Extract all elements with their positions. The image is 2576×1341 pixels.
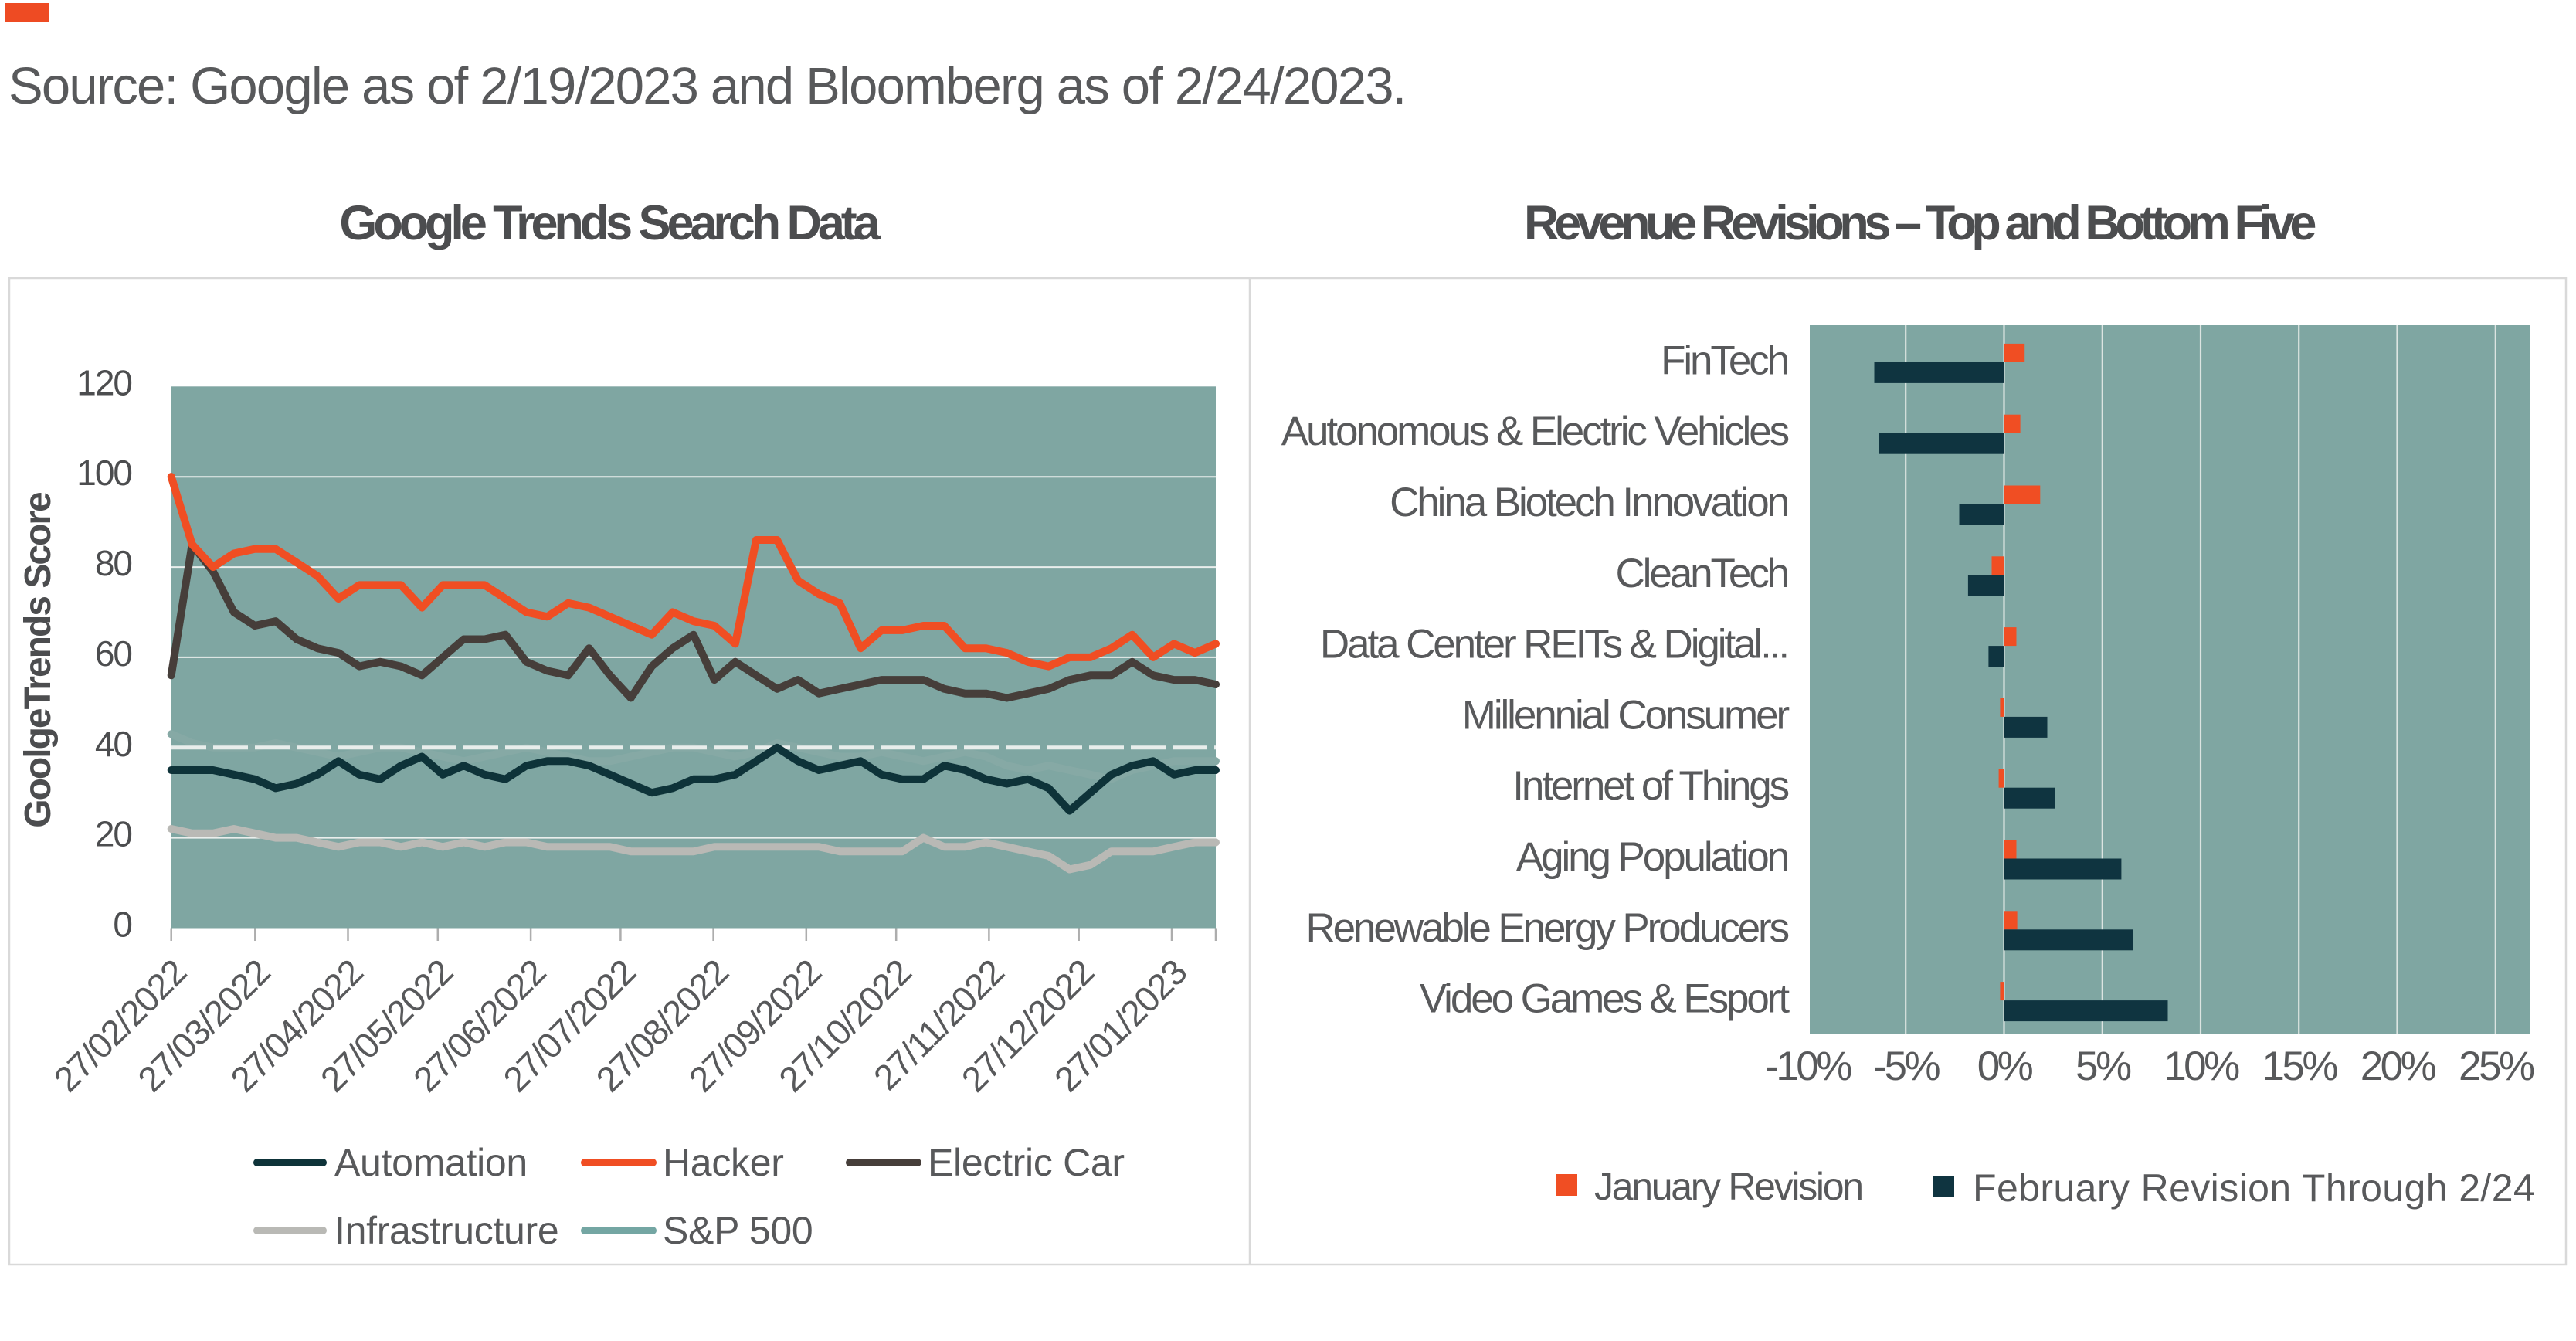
svg-text:10%: 10%	[2164, 1044, 2239, 1089]
svg-text:-5%: -5%	[1873, 1044, 1940, 1089]
svg-text:60: 60	[95, 633, 132, 674]
svg-text:0: 0	[113, 905, 131, 945]
svg-text:Source: Google as of 2/19/2023: Source: Google as of 2/19/2023 and Bloom…	[8, 57, 1406, 115]
svg-text:January Revision: January Revision	[1594, 1165, 1862, 1208]
svg-text:FinTech: FinTech	[1661, 338, 1788, 383]
svg-text:Hacker: Hacker	[663, 1141, 784, 1184]
svg-text:Millennial Consumer: Millennial Consumer	[1462, 692, 1790, 738]
svg-text:China Biotech Innovation: China Biotech Innovation	[1390, 480, 1788, 525]
svg-text:S&P 500: S&P 500	[663, 1209, 813, 1252]
svg-text:25%: 25%	[2459, 1044, 2534, 1089]
svg-text:February Revision Through 2/24: February Revision Through 2/24	[1973, 1166, 2535, 1210]
svg-text:-10%: -10%	[1765, 1044, 1851, 1089]
svg-text:Renewable Energy Producers: Renewable Energy Producers	[1305, 905, 1788, 951]
svg-text:Video Games & Esport: Video Games & Esport	[1420, 976, 1790, 1022]
svg-text:20: 20	[95, 814, 132, 854]
svg-text:120: 120	[76, 362, 131, 402]
svg-text:Aging Population: Aging Population	[1516, 834, 1788, 880]
svg-text:Electric Car: Electric Car	[928, 1141, 1125, 1184]
svg-text:Autonomous & Electric Vehicles: Autonomous & Electric Vehicles	[1281, 409, 1789, 454]
svg-text:Internet of Things: Internet of Things	[1512, 763, 1788, 809]
svg-text:40: 40	[95, 724, 132, 764]
svg-text:5%: 5%	[2075, 1044, 2131, 1089]
svg-text:80: 80	[95, 543, 132, 583]
svg-text:Data Center REITs & Digital...: Data Center REITs & Digital...	[1320, 622, 1787, 667]
svg-text:20%: 20%	[2360, 1044, 2436, 1089]
svg-text:Revenue Revisions – Top and Bo: Revenue Revisions – Top and Bottom Five	[1524, 196, 2315, 250]
svg-text:Automation: Automation	[334, 1141, 528, 1184]
svg-text:100: 100	[76, 453, 131, 493]
svg-text:Google Trends Search Data: Google Trends Search Data	[339, 196, 881, 250]
svg-text:CleanTech: CleanTech	[1615, 551, 1787, 596]
svg-text:0%: 0%	[1977, 1044, 2033, 1089]
svg-text:GoolgeTrends Score: GoolgeTrends Score	[18, 492, 59, 828]
svg-text:Infrastructure: Infrastructure	[334, 1209, 558, 1252]
svg-text:15%: 15%	[2262, 1044, 2337, 1089]
